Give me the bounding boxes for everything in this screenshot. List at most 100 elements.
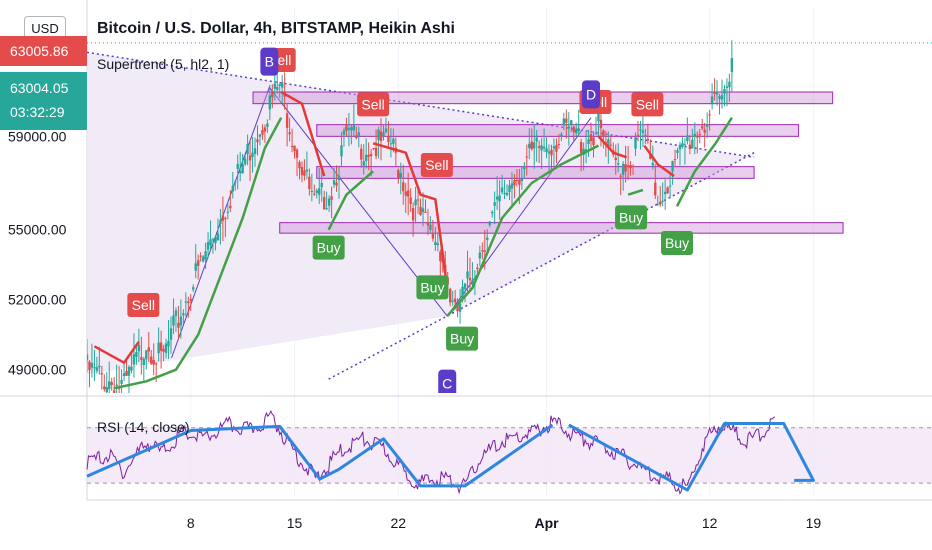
candle-body (560, 134, 563, 137)
candle-body (201, 256, 205, 262)
time-tick-label: 19 (806, 515, 822, 531)
candle-body (577, 128, 580, 131)
candle-body (599, 119, 603, 129)
triangle-lower-line (328, 152, 755, 380)
time-tick-label: Apr (534, 515, 559, 531)
pattern-point-d: D (582, 80, 601, 109)
candle-body (614, 157, 617, 160)
candle-body (552, 146, 556, 149)
symbol-title[interactable]: Bitcoin / U.S. Dollar, 4h, BITSTAMP, Hei… (97, 20, 455, 37)
candle-body (276, 86, 279, 90)
candle-body (167, 340, 170, 347)
candle-body (313, 193, 316, 195)
candle-body (594, 133, 598, 135)
rsi-pane (86, 410, 932, 495)
sell-signal: Sell (127, 293, 160, 317)
candle-body (229, 205, 232, 209)
candle-body (651, 162, 655, 166)
candle-body (431, 233, 435, 239)
candle-body (204, 251, 207, 260)
candle-body (234, 181, 237, 183)
candle-body (337, 175, 341, 181)
candle-body (263, 127, 267, 132)
candle-body (157, 342, 160, 354)
candle-body (310, 190, 314, 192)
signal-text: Buy (420, 279, 444, 295)
candle-body (619, 175, 622, 177)
candle-body (192, 287, 195, 290)
candle-body (108, 381, 111, 390)
signal-box (127, 293, 160, 317)
price-tick-label: 52000.00 (8, 292, 67, 308)
candle-body (624, 164, 627, 172)
candle-body (579, 142, 583, 153)
signal-text: Sell (425, 157, 448, 173)
candle-body (500, 187, 504, 193)
rsi-line (86, 410, 776, 495)
candle-body (122, 373, 126, 377)
candle-body (189, 298, 192, 301)
candle-body (298, 162, 301, 169)
candle-body (402, 182, 405, 192)
candle-body (340, 145, 343, 157)
candle-body (567, 126, 570, 129)
signal-text: Sell (132, 297, 155, 313)
candle-body (520, 178, 524, 182)
candle-body (320, 182, 323, 188)
pattern-point-c: C (438, 369, 457, 393)
candle-body (315, 190, 318, 193)
candle-body (87, 354, 89, 361)
pattern-label: C (442, 376, 452, 392)
candle-body (461, 286, 464, 298)
candle-body (416, 199, 420, 201)
candle-body (125, 371, 128, 376)
candle-body (169, 328, 173, 340)
candle-body (688, 144, 692, 149)
candle-body (713, 91, 716, 94)
supertrend-up-line-1 (113, 117, 283, 390)
candle-body (720, 95, 724, 100)
last-price-tag: 63004.05 03:32:29 (0, 72, 87, 130)
candle-body (481, 250, 484, 252)
candle-body (224, 217, 227, 219)
candle-body (666, 187, 669, 194)
candle-body (246, 144, 249, 155)
candle-body (659, 202, 662, 205)
candle-body (503, 193, 506, 195)
supertrend-down-line-1 (93, 340, 140, 364)
rsi-legend[interactable]: RSI (14, close) (97, 419, 190, 435)
pattern-badge (438, 369, 457, 393)
supertrend-down-line-5 (643, 144, 675, 178)
candle-body (132, 354, 136, 365)
candle-body (335, 182, 338, 186)
candle-body (533, 142, 536, 149)
supertrend-up-line-3 (446, 144, 600, 317)
rsi-trend-line-1 (86, 423, 554, 488)
candle-body (434, 241, 437, 246)
rsi-trend-line-2 (568, 422, 815, 492)
candle-body (142, 358, 146, 365)
signal-box (661, 231, 694, 255)
candle-body (278, 84, 281, 87)
candle-body (493, 202, 496, 206)
candle-body (491, 211, 494, 214)
time-tick-label: 12 (702, 515, 718, 531)
candle-body (634, 137, 637, 149)
signal-text: Buy (317, 240, 341, 256)
candle-body (194, 263, 197, 271)
candle-body (703, 129, 706, 133)
candle-body (495, 196, 499, 200)
candle-body (350, 127, 353, 131)
supertrend-legend[interactable]: Supertrend (5, hl2, 1) (97, 56, 230, 72)
candle-body (471, 280, 474, 285)
candle-body (468, 278, 472, 281)
candle-body (453, 298, 457, 303)
candle-body (537, 146, 541, 148)
candle-body (147, 347, 150, 352)
candle-body (676, 150, 679, 153)
time-tick-label: 22 (391, 515, 407, 531)
candle-body (98, 365, 101, 368)
candle-body (300, 167, 304, 176)
sell-signal: Sell (357, 92, 390, 117)
